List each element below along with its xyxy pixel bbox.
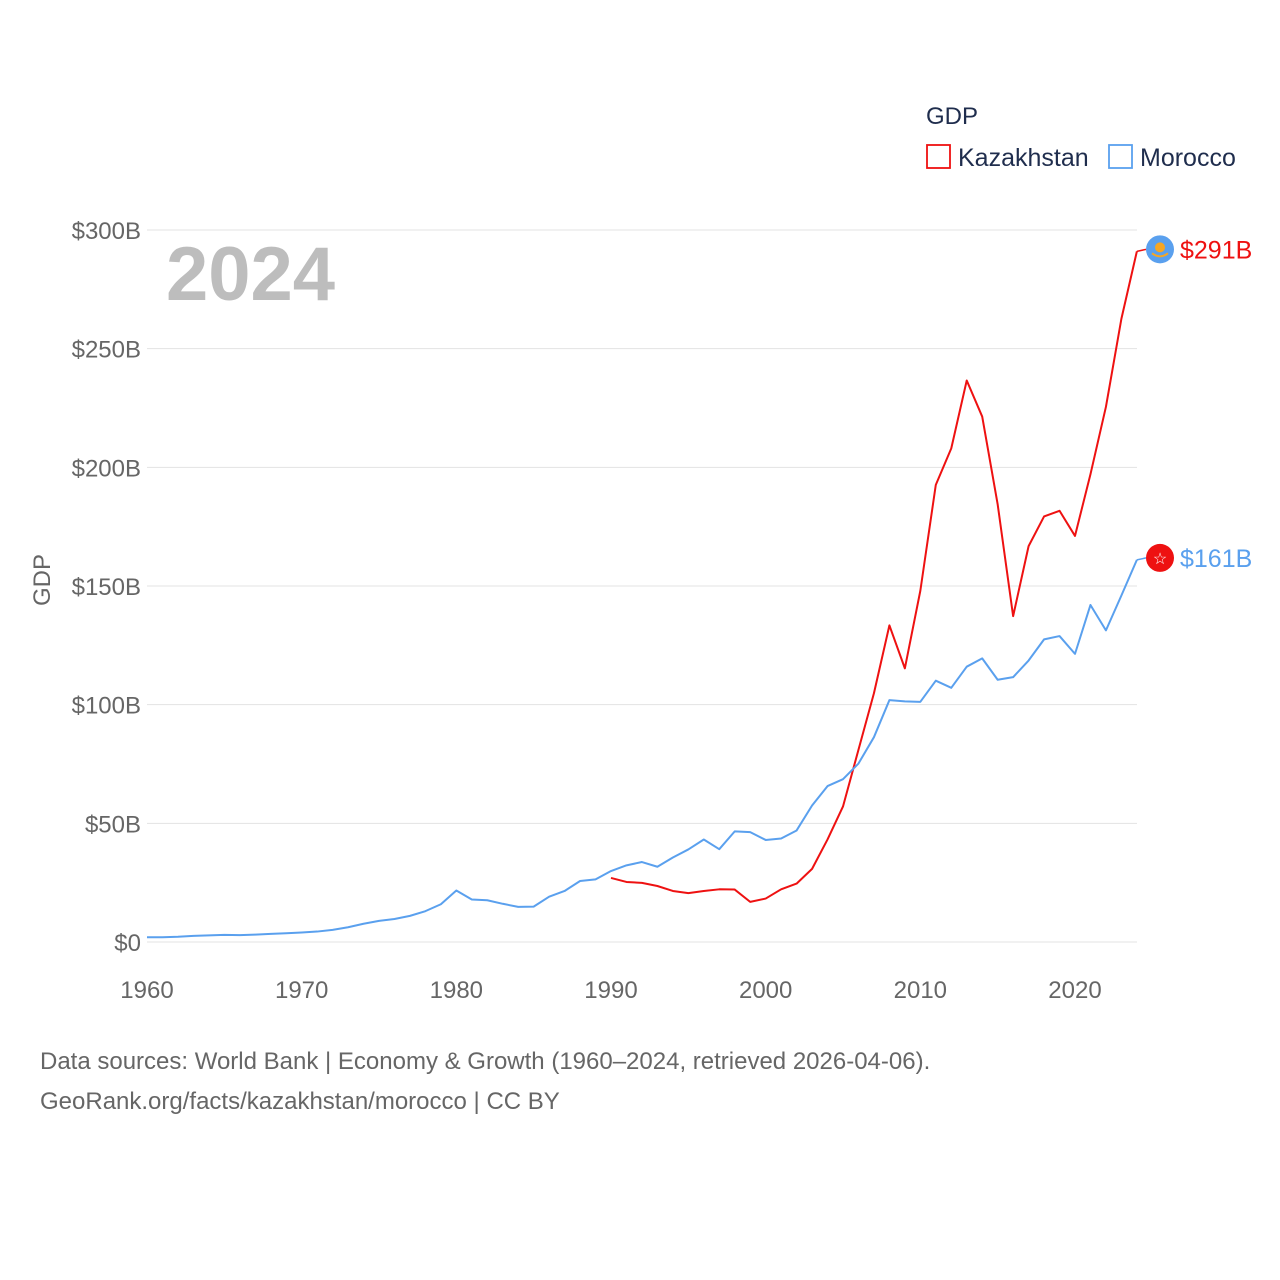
y-axis-label: GDP (29, 554, 56, 606)
end-value-label: $161B (1180, 545, 1252, 573)
y-tick-label: $250B (72, 337, 141, 364)
x-tick-label: 2020 (1048, 977, 1101, 1004)
series-line-morocco (147, 559, 1138, 939)
y-tick-label: $300B (72, 218, 141, 245)
x-tick-label: 1980 (430, 977, 483, 1004)
end-value-label: $291B (1180, 236, 1252, 264)
x-tick-label: 1970 (275, 977, 328, 1004)
y-tick-label: $0 (114, 930, 141, 957)
flag-star: ☆ (1153, 551, 1167, 568)
x-tick-label: 2010 (894, 977, 947, 1004)
y-tick-label: $200B (72, 455, 141, 482)
y-tick-label: $50B (85, 811, 141, 838)
morocco-flag-icon: ☆ (1146, 543, 1174, 572)
source-link[interactable]: GeoRank.org/facts/kazakhstan/morocco | C… (40, 1088, 560, 1115)
kazakhstan-flag-icon (1146, 235, 1174, 264)
legend-title: GDP (926, 103, 978, 130)
flag-eagle (1151, 252, 1169, 258)
x-tick-label: 1960 (120, 977, 173, 1004)
x-tick-label: 2000 (739, 977, 792, 1004)
end-connector (1136, 557, 1147, 561)
flag-background (1146, 543, 1174, 572)
y-tick-label: $150B (72, 574, 141, 601)
legend-swatch-kazakhstan (926, 144, 951, 169)
footer: Data sources: World Bank | Economy & Gro… (40, 1042, 930, 1122)
legend-label-kazakhstan: Kazakhstan (958, 144, 1089, 172)
x-tick-label: 1990 (584, 977, 637, 1004)
legend-label-morocco: Morocco (1140, 144, 1236, 172)
y-tick-label: $100B (72, 693, 141, 720)
flag-sun (1155, 242, 1165, 253)
year-label: 2024 (166, 232, 335, 317)
legend-swatch-morocco (1108, 144, 1133, 169)
data-sources-text: Data sources: World Bank | Economy & Gro… (40, 1048, 931, 1075)
end-connector (1136, 248, 1147, 253)
